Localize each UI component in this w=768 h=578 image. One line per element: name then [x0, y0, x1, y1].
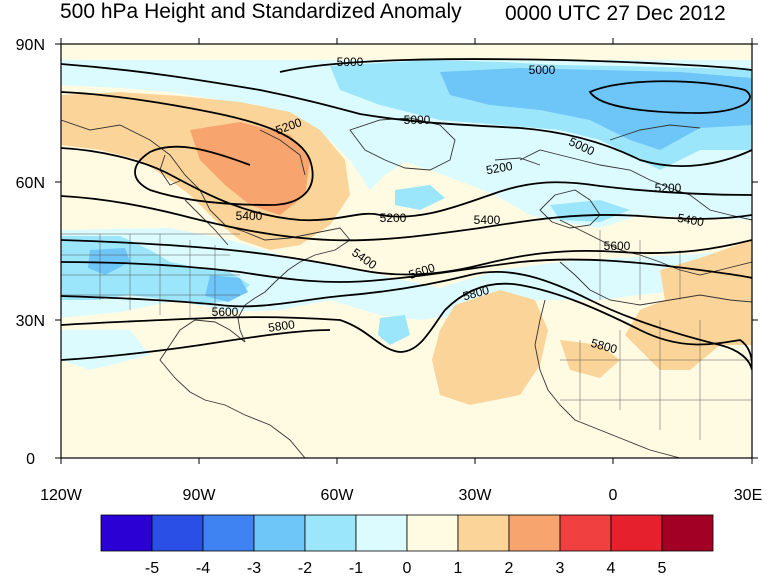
colorbar-tick-label: -5 — [144, 560, 160, 577]
colorbar-swatch — [661, 514, 714, 552]
anomaly-shading — [61, 44, 752, 458]
colorbar-swatch — [610, 514, 663, 552]
colorbar-tick-label: 0 — [402, 560, 412, 577]
lat-label: 0 — [26, 451, 35, 468]
contour-label: 5400 — [236, 209, 263, 223]
colorbar-swatch — [457, 514, 510, 552]
lon-label: 90W — [183, 487, 217, 504]
map-frame — [55, 38, 758, 464]
lat-label: 30N — [16, 313, 45, 330]
colorbar-swatch — [253, 514, 306, 552]
colorbar-swatch — [406, 514, 459, 552]
contour-label: 5800 — [589, 336, 619, 357]
political-borders — [61, 230, 752, 440]
colorbar-tick-label: 1 — [453, 560, 463, 577]
colorbar-swatch — [100, 514, 153, 552]
colorbar-swatch — [508, 514, 561, 552]
valid-time: 0000 UTC 27 Dec 2012 — [505, 2, 726, 25]
colorbar-swatch — [202, 514, 255, 552]
axis-ticks — [55, 38, 758, 464]
contour-label: 5400 — [474, 213, 501, 227]
colorbar-tick-label: 2 — [504, 560, 514, 577]
colorbar-tick-label: -3 — [246, 560, 262, 577]
contour-label: 5000 — [529, 63, 556, 77]
contour-label: 5800 — [267, 317, 296, 335]
contour-label: 5800 — [461, 283, 491, 304]
lon-labels: 120W 90W 60W 30W 0 30E — [40, 487, 762, 504]
colorbar-tick-label: 5 — [657, 560, 667, 577]
colorbar — [100, 514, 714, 552]
lat-labels: 90N 60N 30N 0 — [16, 37, 45, 468]
height-contours — [61, 58, 752, 371]
colorbar-swatch — [151, 514, 204, 552]
colorbar-tick-label: -2 — [297, 560, 313, 577]
colorbar-tick-label: 3 — [555, 560, 565, 577]
lon-label: 120W — [40, 487, 83, 504]
lon-label: 30E — [734, 487, 762, 504]
lon-label: 30W — [459, 487, 493, 504]
map-title: 500 hPa Height and Standardized Anomaly — [60, 0, 462, 23]
contour-label: 5000 — [404, 113, 431, 127]
colorbar-tick-label: -4 — [195, 560, 211, 577]
lon-label: 60W — [321, 487, 355, 504]
colorbar-swatch — [355, 514, 408, 552]
colorbar-tick-label: -1 — [348, 560, 364, 577]
contour-label: 5200 — [380, 211, 407, 225]
colorbar-swatch — [559, 514, 612, 552]
colorbar-swatch — [304, 514, 357, 552]
lat-label: 60N — [16, 175, 45, 192]
contour-labels: 5000 5000 5000 5000 5200 5200 5200 5200 … — [212, 55, 706, 356]
contour-label: 5200 — [485, 159, 514, 177]
lon-label: 0 — [609, 487, 618, 504]
contour-label: 5600 — [604, 239, 631, 253]
contour-label: 5200 — [655, 181, 682, 195]
contour-label: 5000 — [337, 55, 364, 69]
contour-label: 5600 — [212, 305, 239, 319]
contour-label: 5400 — [676, 211, 705, 229]
lat-label: 90N — [16, 37, 45, 54]
colorbar-tick-label: 4 — [606, 560, 616, 577]
